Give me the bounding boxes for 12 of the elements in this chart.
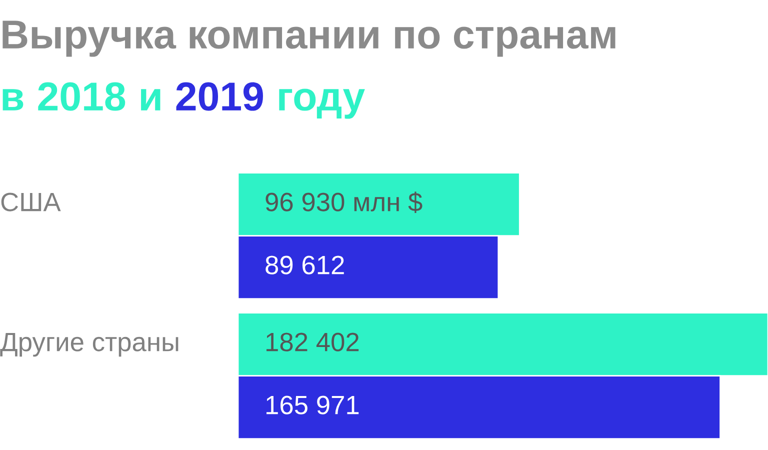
- data-label: 182 402: [266, 332, 359, 352]
- text: в: [2, 89, 24, 110]
- text: 2018: [38, 82, 126, 111]
- text: году: [279, 88, 365, 119]
- data-label: 96 930 млн $: [266, 192, 422, 213]
- data-label: 89 612: [266, 256, 344, 274]
- text: и: [141, 89, 160, 110]
- y-tick-label: Другие страны: [0, 332, 178, 357]
- y-tick-label: США: [1, 192, 61, 212]
- data-label: 165 971: [266, 396, 359, 414]
- text: 2019: [176, 82, 263, 111]
- chart-title: Выручка компании по странам: [2, 20, 616, 57]
